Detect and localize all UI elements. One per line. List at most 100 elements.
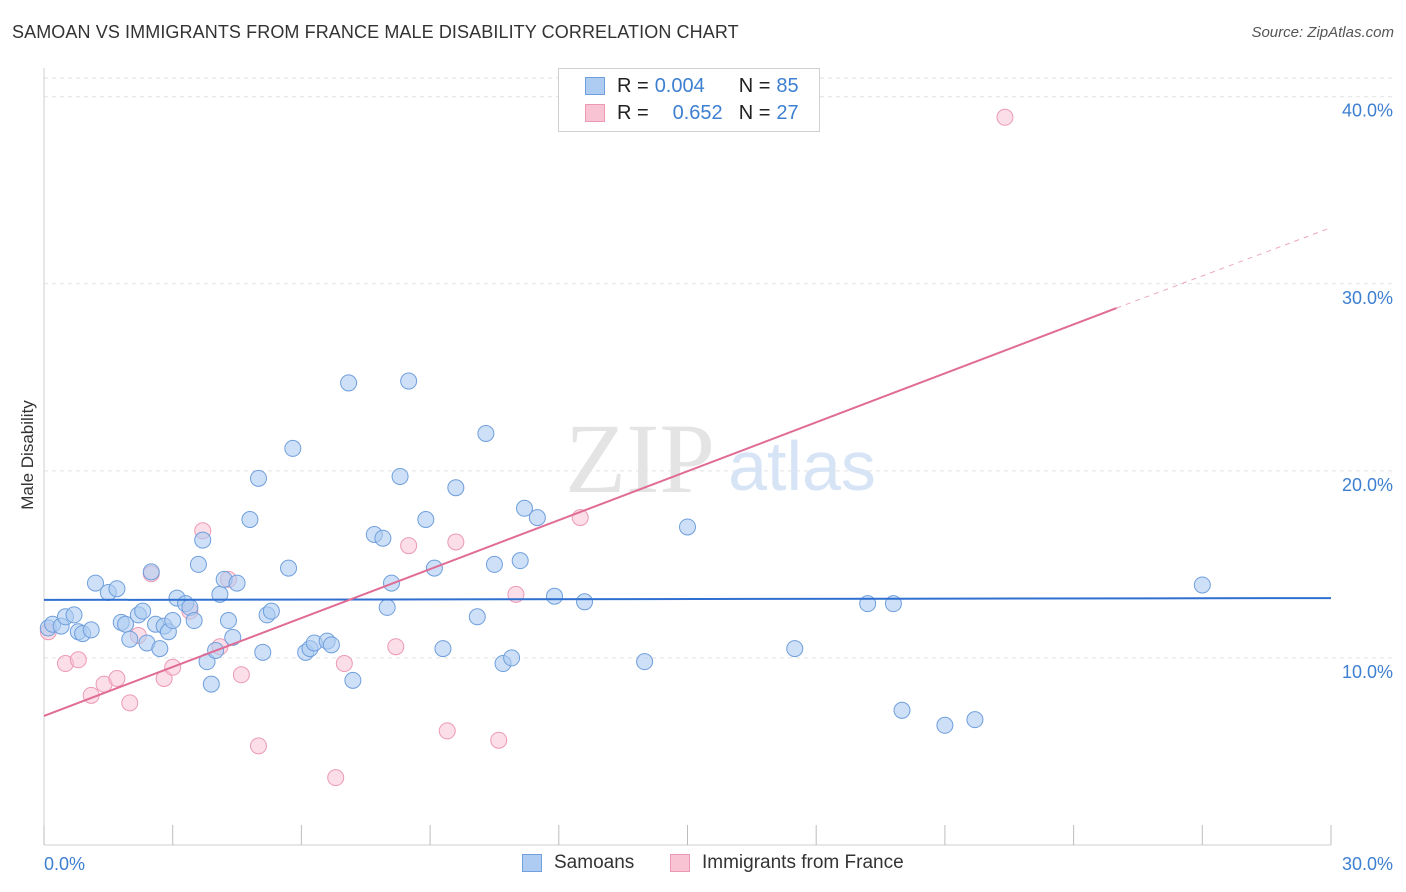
- point-samoans: [250, 469, 267, 487]
- point-samoans: [134, 602, 152, 620]
- legend-swatch-france: [585, 104, 605, 122]
- point-samoans: [164, 612, 182, 630]
- legend-swatch-samoans: [585, 77, 605, 95]
- bottom-legend-samoans: Samoans: [522, 852, 634, 874]
- point-samoans: [65, 606, 83, 624]
- point-france: [327, 769, 345, 787]
- point-samoans: [391, 467, 409, 485]
- point-france: [232, 666, 250, 684]
- point-samoans: [86, 574, 104, 592]
- points-samoans: [39, 372, 1211, 734]
- point-samoans: [241, 510, 259, 528]
- point-france: [996, 108, 1014, 126]
- point-samoans: [576, 593, 594, 611]
- point-samoans: [185, 612, 203, 630]
- point-samoans: [374, 529, 392, 547]
- point-samoans: [485, 555, 503, 573]
- point-samoans: [151, 640, 169, 658]
- trend-line-france-extension: [1116, 227, 1332, 309]
- point-samoans: [434, 640, 452, 658]
- watermark-zip: ZIP: [565, 403, 715, 514]
- point-samoans: [1193, 576, 1211, 594]
- point-france: [387, 638, 405, 656]
- point-samoans: [636, 653, 654, 671]
- bottom-legend-label-france: Immigrants from France: [702, 852, 904, 873]
- point-samoans: [786, 640, 804, 658]
- point-france: [438, 722, 456, 740]
- legend-n-value: 85: [776, 74, 799, 97]
- point-france: [400, 537, 418, 555]
- point-samoans: [546, 587, 564, 605]
- y-tick-label: 40.0%: [1342, 101, 1393, 121]
- point-samoans: [194, 531, 212, 549]
- point-samoans: [468, 608, 486, 626]
- tick-labels: 10.0% 20.0% 30.0% 40.0% 0.0% 30.0%: [44, 101, 1393, 874]
- point-samoans: [219, 612, 237, 630]
- point-samoans: [228, 574, 246, 592]
- y-tick-label: 30.0%: [1342, 288, 1393, 308]
- point-samoans: [511, 552, 529, 570]
- y-axis-label: Male Disability: [18, 400, 37, 510]
- y-tick-label: 10.0%: [1342, 662, 1393, 682]
- point-samoans: [262, 602, 280, 620]
- x-tick-label: 0.0%: [44, 854, 85, 874]
- point-samoans: [378, 598, 396, 616]
- point-samoans: [340, 374, 358, 392]
- point-france: [490, 731, 508, 749]
- point-samoans: [528, 509, 546, 527]
- legend-n-label: N =: [738, 74, 771, 97]
- point-samoans: [503, 649, 521, 667]
- point-samoans: [254, 643, 272, 661]
- trend-lines: [43, 227, 1332, 717]
- chart-title: SAMOAN VS IMMIGRANTS FROM FRANCE MALE DI…: [12, 22, 739, 42]
- point-france: [121, 694, 139, 712]
- point-samoans: [515, 499, 533, 517]
- point-samoans: [189, 555, 207, 573]
- watermark-atlas: atlas: [728, 427, 876, 505]
- point-samoans: [224, 628, 242, 646]
- legend-n-value: 27: [776, 101, 799, 124]
- point-samoans: [108, 580, 126, 598]
- bottom-legend-swatch-samoans: [522, 854, 542, 872]
- point-samoans: [477, 424, 495, 442]
- point-samoans: [679, 518, 696, 536]
- legend-row-france: R = 0.652 N = 27: [585, 100, 799, 126]
- point-france: [108, 670, 126, 688]
- point-samoans: [284, 439, 302, 457]
- point-samoans: [966, 711, 984, 729]
- point-samoans: [417, 510, 435, 528]
- point-france: [250, 737, 267, 755]
- bottom-legend-swatch-france: [670, 854, 690, 872]
- legend-row-samoans: R = 0.004 N = 85: [585, 73, 799, 99]
- x-tick-label: 30.0%: [1342, 854, 1393, 874]
- bottom-legend-france: Immigrants from France: [670, 852, 904, 874]
- legend-r-label: R =: [617, 74, 649, 97]
- points-france: [39, 108, 1014, 787]
- chart-source: Source: ZipAtlas.com: [1251, 24, 1394, 41]
- legend-r-value: 0.004: [654, 74, 705, 97]
- watermark: ZIP atlas: [565, 403, 876, 514]
- point-samoans: [121, 630, 139, 648]
- point-samoans: [893, 701, 911, 719]
- point-samoans: [400, 372, 418, 390]
- trend-line-samoans: [43, 597, 1332, 601]
- grid-lines: [44, 77, 1392, 659]
- point-samoans: [202, 675, 220, 693]
- point-samoans: [142, 563, 160, 581]
- trend-line-france: [43, 307, 1117, 717]
- bottom-legend-label-samoans: Samoans: [554, 852, 635, 873]
- point-samoans: [447, 479, 465, 497]
- bottom-legend: Samoans Immigrants from France: [0, 852, 1406, 876]
- point-samoans: [322, 636, 340, 654]
- point-samoans: [280, 559, 298, 577]
- legend-r-label: R =: [617, 101, 649, 124]
- point-samoans: [344, 671, 362, 689]
- legend-r-value: 0.652: [672, 101, 723, 124]
- point-france: [335, 655, 353, 673]
- point-samoans: [936, 716, 954, 734]
- point-samoans: [82, 621, 100, 639]
- stats-legend: R = 0.004 N = 85 R = 0.652 N = 27: [558, 68, 820, 132]
- y-tick-label: 20.0%: [1342, 475, 1393, 495]
- point-france: [447, 533, 465, 551]
